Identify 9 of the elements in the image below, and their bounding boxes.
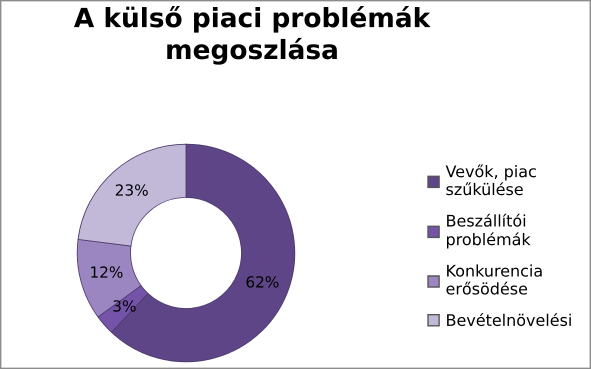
- legend-label: Konkurencia erősödése: [446, 264, 542, 295]
- legend-label: Beszállítói problémák: [446, 214, 531, 248]
- data-label: 62%: [246, 276, 279, 288]
- legend-label: Bevételnövelési: [447, 313, 571, 326]
- data-label: 23%: [116, 184, 148, 196]
- data-label: 12%: [91, 266, 123, 278]
- chart-title: A külső piaci problémák megoszlása: [74, 6, 431, 65]
- data-label: 3%: [113, 300, 136, 312]
- legend-label: Vevők, piac szűkülése: [446, 164, 536, 196]
